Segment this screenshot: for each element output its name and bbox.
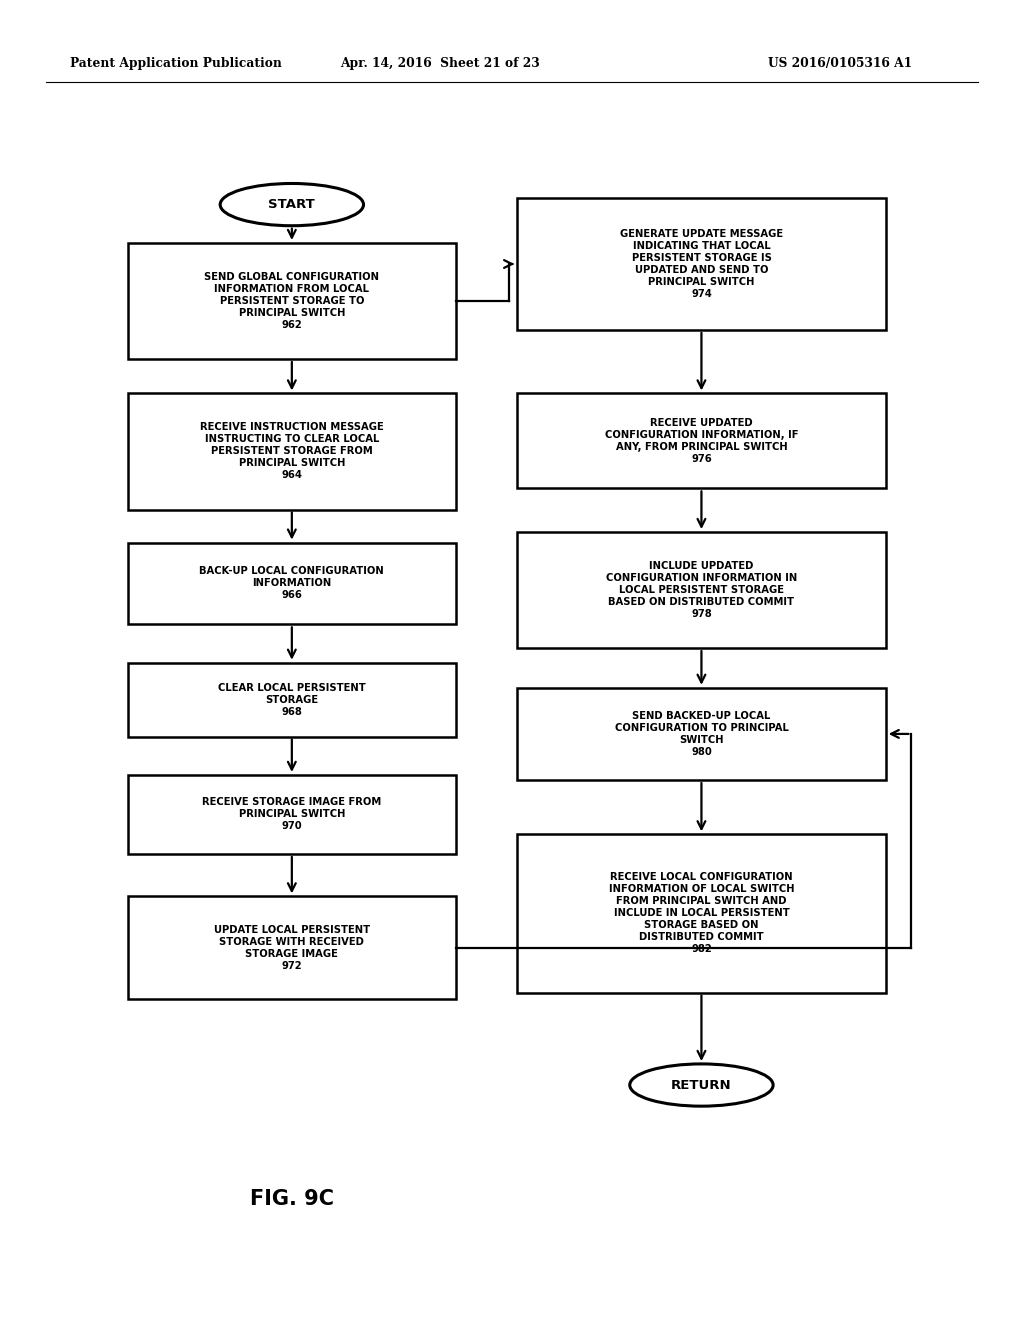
Text: CLEAR LOCAL PERSISTENT
STORAGE
968: CLEAR LOCAL PERSISTENT STORAGE 968	[218, 682, 366, 717]
Text: START: START	[268, 198, 315, 211]
Text: RECEIVE INSTRUCTION MESSAGE
INSTRUCTING TO CLEAR LOCAL
PERSISTENT STORAGE FROM
P: RECEIVE INSTRUCTION MESSAGE INSTRUCTING …	[200, 422, 384, 480]
Text: Patent Application Publication: Patent Application Publication	[70, 57, 282, 70]
FancyBboxPatch shape	[128, 543, 456, 624]
FancyBboxPatch shape	[128, 663, 456, 737]
Text: RECEIVE UPDATED
CONFIGURATION INFORMATION, IF
ANY, FROM PRINCIPAL SWITCH
976: RECEIVE UPDATED CONFIGURATION INFORMATIO…	[605, 418, 798, 463]
Ellipse shape	[220, 183, 364, 226]
FancyBboxPatch shape	[517, 393, 886, 488]
FancyBboxPatch shape	[128, 775, 456, 854]
Text: INCLUDE UPDATED
CONFIGURATION INFORMATION IN
LOCAL PERSISTENT STORAGE
BASED ON D: INCLUDE UPDATED CONFIGURATION INFORMATIO…	[606, 561, 797, 619]
Text: SEND GLOBAL CONFIGURATION
INFORMATION FROM LOCAL
PERSISTENT STORAGE TO
PRINCIPAL: SEND GLOBAL CONFIGURATION INFORMATION FR…	[205, 272, 379, 330]
Text: FIG. 9C: FIG. 9C	[250, 1188, 334, 1209]
Text: UPDATE LOCAL PERSISTENT
STORAGE WITH RECEIVED
STORAGE IMAGE
972: UPDATE LOCAL PERSISTENT STORAGE WITH REC…	[214, 925, 370, 970]
FancyBboxPatch shape	[128, 393, 456, 510]
FancyBboxPatch shape	[517, 688, 886, 780]
Text: BACK-UP LOCAL CONFIGURATION
INFORMATION
966: BACK-UP LOCAL CONFIGURATION INFORMATION …	[200, 566, 384, 601]
FancyBboxPatch shape	[517, 834, 886, 993]
Text: Apr. 14, 2016  Sheet 21 of 23: Apr. 14, 2016 Sheet 21 of 23	[340, 57, 541, 70]
Text: RECEIVE STORAGE IMAGE FROM
PRINCIPAL SWITCH
970: RECEIVE STORAGE IMAGE FROM PRINCIPAL SWI…	[202, 797, 382, 832]
Text: RECEIVE LOCAL CONFIGURATION
INFORMATION OF LOCAL SWITCH
FROM PRINCIPAL SWITCH AN: RECEIVE LOCAL CONFIGURATION INFORMATION …	[608, 873, 795, 954]
Text: SEND BACKED-UP LOCAL
CONFIGURATION TO PRINCIPAL
SWITCH
980: SEND BACKED-UP LOCAL CONFIGURATION TO PR…	[614, 711, 788, 756]
Text: RETURN: RETURN	[671, 1078, 732, 1092]
FancyBboxPatch shape	[128, 243, 456, 359]
Text: GENERATE UPDATE MESSAGE
INDICATING THAT LOCAL
PERSISTENT STORAGE IS
UPDATED AND : GENERATE UPDATE MESSAGE INDICATING THAT …	[620, 228, 783, 300]
FancyBboxPatch shape	[517, 198, 886, 330]
Ellipse shape	[630, 1064, 773, 1106]
FancyBboxPatch shape	[517, 532, 886, 648]
Text: US 2016/0105316 A1: US 2016/0105316 A1	[768, 57, 911, 70]
FancyBboxPatch shape	[128, 896, 456, 999]
